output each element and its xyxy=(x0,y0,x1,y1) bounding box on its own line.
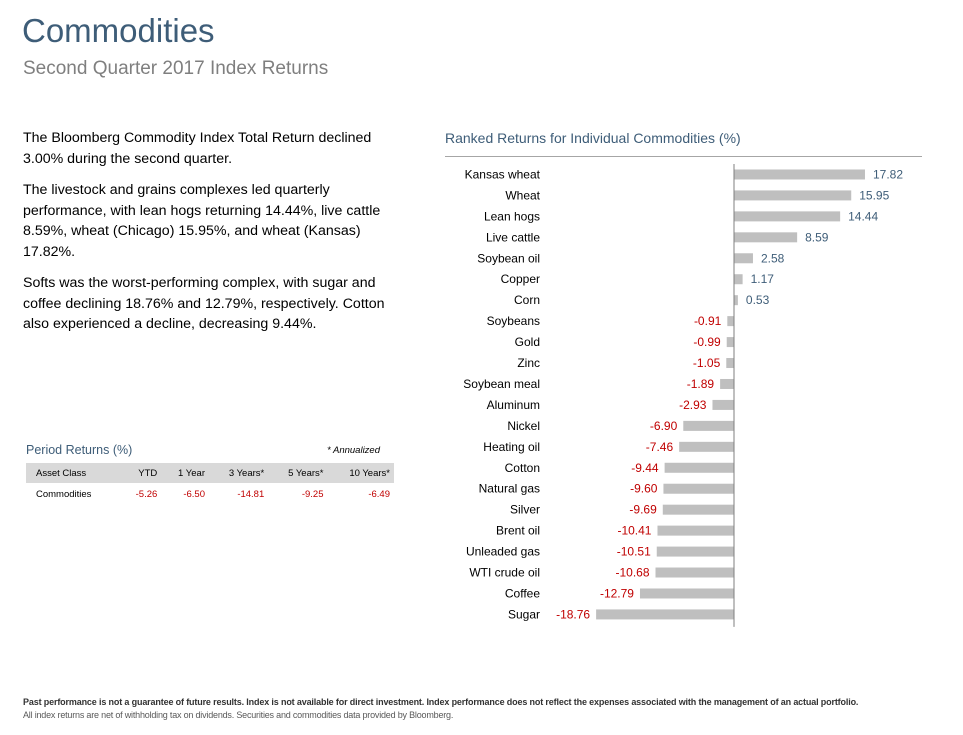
bar xyxy=(639,588,734,599)
category-label: Soybeans xyxy=(487,314,540,328)
period-returns-table: Asset Class YTD 1 Year 3 Years* 5 Years*… xyxy=(26,463,394,505)
category-label: Natural gas xyxy=(479,482,540,496)
bar xyxy=(726,337,734,348)
category-label: Brent oil xyxy=(496,524,540,538)
summary-text: The Bloomberg Commodity Index Total Retu… xyxy=(23,128,403,346)
summary-paragraph-1: The Bloomberg Commodity Index Total Retu… xyxy=(23,130,372,167)
category-label: Gold xyxy=(515,335,540,349)
bar xyxy=(734,190,852,201)
col-header-asset-class: Asset Class xyxy=(26,463,121,483)
data-label: 8.59 xyxy=(805,230,829,244)
period-returns-title: Period Returns (%) xyxy=(26,443,133,457)
page-subtitle: Second Quarter 2017 Index Returns xyxy=(23,58,329,79)
data-label: -2.93 xyxy=(679,398,707,412)
bar xyxy=(726,358,734,369)
bar xyxy=(734,295,738,306)
category-label: Coffee xyxy=(505,586,540,600)
cell-1-year: -6.50 xyxy=(183,488,205,500)
annualized-note: * Annualized xyxy=(327,445,380,456)
col-header-3-years: 3 Years* xyxy=(209,463,269,483)
bar xyxy=(683,420,734,431)
bar xyxy=(734,253,753,264)
category-label: Corn xyxy=(514,293,540,307)
data-label: -9.69 xyxy=(629,503,657,517)
summary-paragraph-2: The livestock and grains complexes led q… xyxy=(23,182,381,260)
cell-ytd: -5.26 xyxy=(135,488,158,500)
footer-disclaimer: Past performance is not a guarantee of f… xyxy=(23,697,859,707)
category-label: WTI crude oil xyxy=(469,566,540,580)
bar xyxy=(664,462,734,473)
table-header-row: Asset Class YTD 1 Year 3 Years* 5 Years*… xyxy=(26,463,394,483)
data-label: -1.89 xyxy=(687,377,715,391)
category-label: Nickel xyxy=(507,419,540,433)
bar xyxy=(734,274,743,285)
bar xyxy=(662,504,734,515)
category-label: Silver xyxy=(510,503,540,517)
col-header-10-years: 10 Years* xyxy=(327,463,394,483)
data-label: -7.46 xyxy=(646,440,674,454)
bar xyxy=(734,232,798,243)
data-label: 0.53 xyxy=(746,293,770,307)
chart-title: Ranked Returns for Individual Commoditie… xyxy=(445,130,741,146)
cell-asset-class: Commodities xyxy=(36,488,92,500)
category-label: Soybean meal xyxy=(463,377,540,391)
data-label: -1.05 xyxy=(693,356,721,370)
category-label: Sugar xyxy=(508,607,540,621)
footer: Past performance is not a guarantee of f… xyxy=(23,697,943,720)
category-label: Copper xyxy=(501,272,540,286)
data-label: -18.76 xyxy=(556,607,590,621)
bar xyxy=(657,525,734,536)
bar xyxy=(655,567,734,578)
data-label: -0.91 xyxy=(694,314,722,328)
category-label: Soybean oil xyxy=(477,251,540,265)
data-label: -6.90 xyxy=(650,419,678,433)
data-label: -0.99 xyxy=(693,335,721,349)
category-label: Zinc xyxy=(517,356,540,370)
category-label: Cotton xyxy=(505,461,540,475)
footer-note: All index returns are net of withholding… xyxy=(23,710,454,720)
bar xyxy=(734,169,865,180)
table-row: Commodities -5.26 -6.50 -14.81 -9.25 -6.… xyxy=(26,483,394,505)
bar xyxy=(712,399,734,410)
cell-3-years: -14.81 xyxy=(237,488,265,500)
category-label: Live cattle xyxy=(486,230,540,244)
cell-5-years: -9.25 xyxy=(301,488,324,500)
bar xyxy=(727,316,734,327)
data-label: 15.95 xyxy=(859,188,889,202)
bar xyxy=(656,546,734,557)
data-label: -9.44 xyxy=(631,461,659,475)
page-title: Commodities xyxy=(22,12,215,49)
chart-title-rule xyxy=(445,156,922,157)
data-label: 14.44 xyxy=(848,209,878,223)
data-label: -10.68 xyxy=(615,566,649,580)
bar xyxy=(596,609,734,620)
ranked-returns-chart: Kansas wheat 17.82 Wheat 15.95 Lean hogs 14.4… xyxy=(463,164,903,627)
bar xyxy=(720,378,734,389)
data-label: 2.58 xyxy=(761,251,785,265)
summary-paragraph-3: Softs was the worst-performing complex, … xyxy=(23,275,385,332)
col-header-5-years: 5 Years* xyxy=(268,463,328,483)
category-label: Kansas wheat xyxy=(465,167,541,181)
data-label: -10.41 xyxy=(617,524,651,538)
bar xyxy=(679,441,734,452)
category-label: Lean hogs xyxy=(484,209,540,223)
category-label: Heating oil xyxy=(483,440,540,454)
bar xyxy=(663,483,734,494)
data-label: -9.60 xyxy=(630,482,658,496)
category-label: Wheat xyxy=(505,188,540,202)
data-label: 17.82 xyxy=(873,167,903,181)
col-header-1-year: 1 Year xyxy=(161,463,209,483)
data-label: -12.79 xyxy=(600,586,634,600)
data-label: -10.51 xyxy=(617,545,651,559)
cell-10-years: -6.49 xyxy=(368,488,390,500)
bar xyxy=(734,211,841,222)
category-label: Unleaded gas xyxy=(466,545,540,559)
col-header-ytd: YTD xyxy=(120,463,162,483)
category-label: Aluminum xyxy=(487,398,540,412)
data-label: 1.17 xyxy=(751,272,775,286)
